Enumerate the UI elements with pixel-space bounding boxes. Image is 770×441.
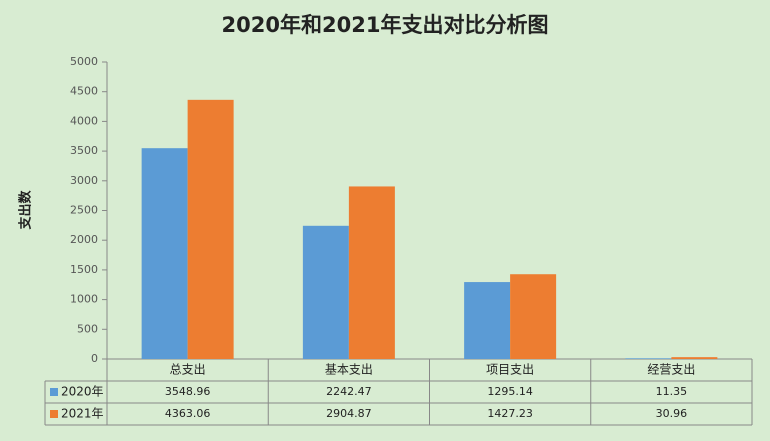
y-tick-label: 3500 <box>70 144 98 157</box>
y-tick-label: 5000 <box>70 55 98 68</box>
x-tick-label: 经营支出 <box>647 363 695 377</box>
bar <box>348 186 395 359</box>
legend-key <box>50 388 58 396</box>
bar <box>464 282 511 359</box>
table-value: 11.35 <box>656 385 688 398</box>
table-value: 2242.47 <box>326 385 372 398</box>
table-value: 2904.87 <box>326 407 372 420</box>
y-tick-label: 4000 <box>70 114 98 127</box>
y-tick-label: 3000 <box>70 174 98 187</box>
y-tick-label: 1500 <box>70 263 98 276</box>
y-tick-label: 0 <box>91 352 98 365</box>
table-value: 3548.96 <box>165 385 211 398</box>
table-value: 4363.06 <box>165 407 211 420</box>
x-tick-label: 总支出 <box>170 363 206 377</box>
y-tick-label: 4500 <box>70 85 98 98</box>
table-value: 1427.23 <box>487 407 533 420</box>
legend-key <box>50 410 58 418</box>
table-value: 1295.14 <box>487 385 533 398</box>
legend-label: 2020年 <box>61 385 104 399</box>
bar <box>141 148 188 359</box>
bar <box>510 274 557 359</box>
legend-label: 2021年 <box>61 407 104 421</box>
y-tick-label: 2000 <box>70 233 98 246</box>
y-tick-label: 500 <box>77 322 98 335</box>
bar <box>671 357 718 359</box>
y-tick-label: 2500 <box>70 204 98 217</box>
x-tick-label: 基本支出 <box>325 363 373 377</box>
bar <box>625 358 672 359</box>
chart-title: 2020年和2021年支出对比分析图 <box>222 13 549 37</box>
x-tick-label: 项目支出 <box>486 363 534 377</box>
table-value: 30.96 <box>656 407 688 420</box>
y-axis-label: 支出数 <box>18 190 34 231</box>
bar <box>187 99 234 360</box>
y-tick-label: 1000 <box>70 293 98 306</box>
bar <box>302 225 349 359</box>
